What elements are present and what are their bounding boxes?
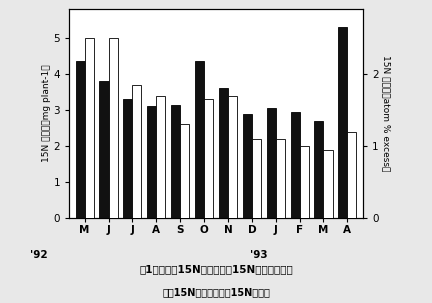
Text: 図1　月別の15N吸収量及び15N存在比の推移: 図1 月別の15N吸収量及び15N存在比の推移 (139, 264, 293, 274)
Bar (85, 38, 94, 218)
Bar (252, 139, 261, 218)
Bar (204, 99, 213, 218)
Bar (171, 105, 180, 218)
Bar (76, 61, 85, 218)
Y-axis label: 15N 吸収量（mg plant-1）: 15N 吸収量（mg plant-1） (42, 65, 51, 162)
Text: '93: '93 (251, 250, 268, 260)
Bar (338, 27, 347, 218)
Text: 黒：15N吸収量、白：15N存在比: 黒：15N吸収量、白：15N存在比 (162, 287, 270, 297)
Bar (228, 96, 237, 218)
Text: '92: '92 (30, 250, 48, 260)
Bar (99, 81, 108, 218)
Bar (123, 99, 133, 218)
Bar (299, 146, 309, 218)
Bar (133, 85, 142, 218)
Bar (108, 38, 118, 218)
Bar (314, 121, 324, 218)
Bar (147, 106, 156, 218)
Y-axis label: 15N 存在比（atom % excess）: 15N 存在比（atom % excess） (381, 55, 390, 172)
Bar (324, 150, 333, 218)
Bar (276, 139, 285, 218)
Bar (290, 112, 299, 218)
Bar (267, 108, 276, 218)
Bar (195, 61, 204, 218)
Bar (347, 132, 356, 218)
Bar (180, 125, 189, 218)
Bar (219, 88, 228, 218)
Bar (243, 114, 252, 218)
Bar (156, 96, 165, 218)
